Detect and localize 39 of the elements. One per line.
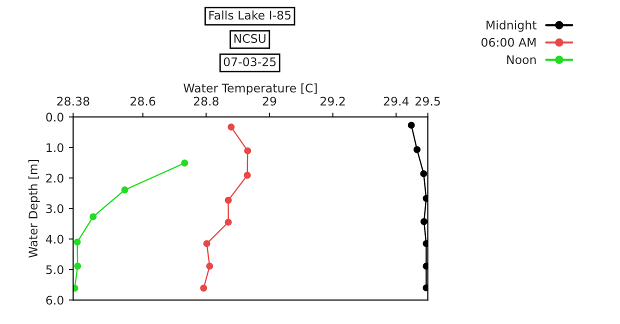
point bbox=[74, 262, 82, 270]
legend-label: Midnight bbox=[486, 20, 536, 32]
chart-subtitle: NCSU bbox=[234, 34, 266, 43]
x-tick-label: 28.6 bbox=[130, 96, 156, 106]
x-tick-label: 29.4 bbox=[384, 96, 409, 106]
point bbox=[200, 284, 208, 292]
point bbox=[206, 262, 214, 270]
point bbox=[408, 122, 415, 129]
y-tick-label: 4.0 bbox=[46, 234, 64, 244]
y-tick-label: 3.0 bbox=[46, 204, 64, 214]
y-tick-label: 0.0 bbox=[46, 112, 64, 122]
x-tick-label: 29 bbox=[262, 96, 276, 106]
point bbox=[121, 186, 128, 194]
y-tick-label: 5.0 bbox=[46, 265, 64, 274]
text: 07-03-25 bbox=[224, 57, 276, 66]
x-tick-label: 28.8 bbox=[194, 96, 218, 106]
legend-label: 06:00 AM bbox=[482, 38, 536, 47]
y-axis-title: Water Depth [m] bbox=[28, 160, 40, 258]
x-tick-label: 29.2 bbox=[320, 96, 345, 106]
y-tick-label: 6.0 bbox=[46, 296, 64, 305]
point bbox=[90, 213, 97, 220]
y-tick-label: 1.0 bbox=[46, 143, 64, 152]
point bbox=[414, 146, 421, 154]
point bbox=[228, 124, 235, 131]
point bbox=[420, 170, 428, 178]
y-tick-label: 2.0 bbox=[46, 174, 64, 183]
point bbox=[203, 240, 210, 248]
point bbox=[420, 218, 428, 226]
legend-label: Noon bbox=[507, 55, 536, 64]
x-tick-label: 29.5 bbox=[416, 96, 440, 106]
point bbox=[181, 160, 188, 167]
point bbox=[224, 196, 232, 204]
chart-title: Falls Lake I-85 bbox=[209, 10, 291, 20]
x-axis-title: Water Temperature [C] bbox=[184, 83, 317, 95]
x-tick-label: 28.38 bbox=[57, 96, 90, 106]
point bbox=[244, 172, 251, 179]
point bbox=[244, 147, 252, 154]
point bbox=[74, 238, 81, 246]
point bbox=[224, 218, 232, 226]
